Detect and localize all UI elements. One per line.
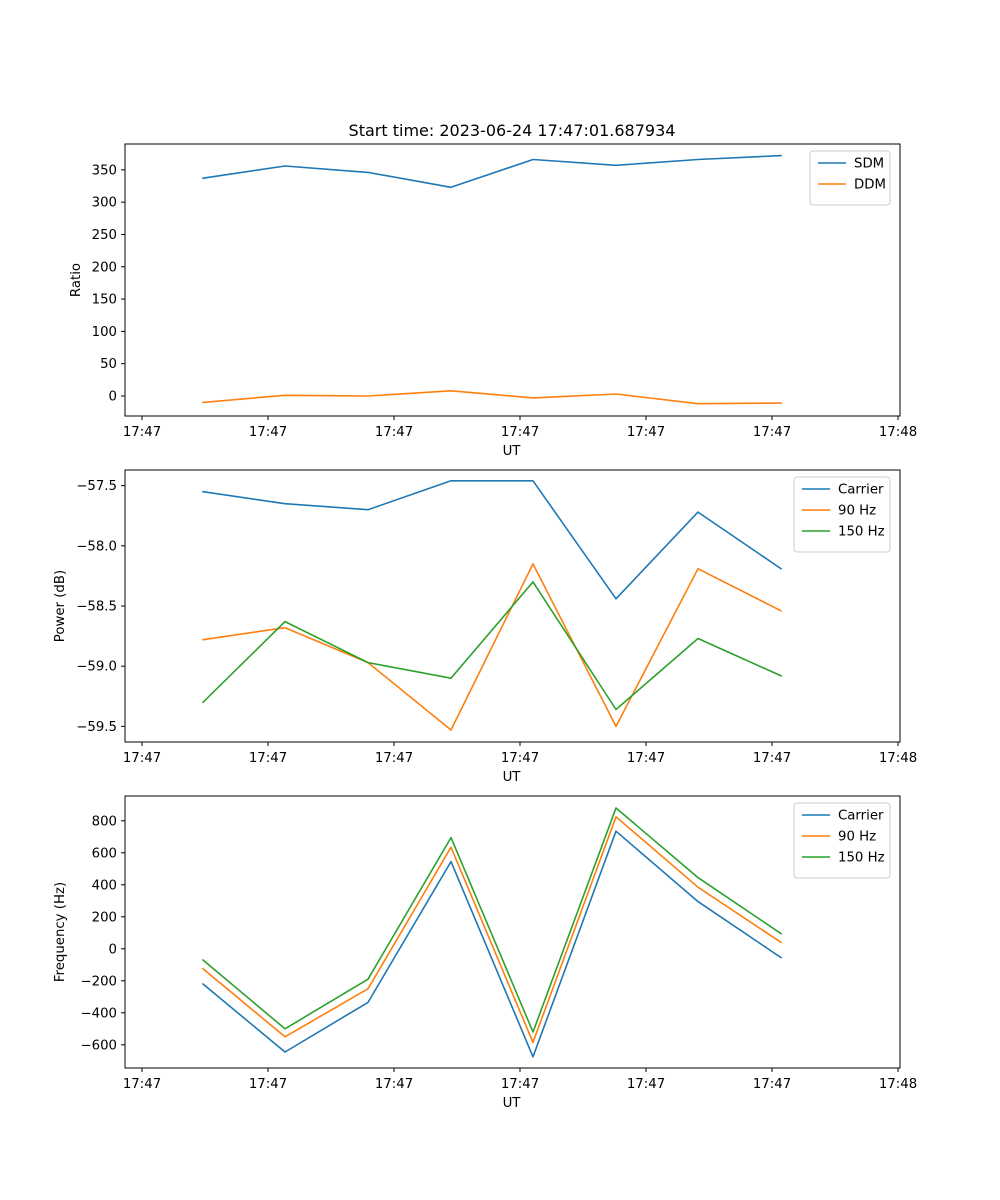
x-axis-label: UT <box>503 444 522 459</box>
legend-entry-label: 90 Hz <box>838 504 876 519</box>
plot-area-frame <box>124 795 901 1069</box>
series-line-150-hz <box>201 581 783 711</box>
x-tick-label: 17:47 <box>627 425 665 440</box>
y-tick-label: 200 <box>92 260 117 275</box>
y-tick-label: 100 <box>92 325 117 340</box>
y-tick-label: 150 <box>92 293 117 308</box>
x-tick-label: 17:48 <box>879 1077 917 1092</box>
y-tick-label: 350 <box>92 163 117 178</box>
x-tick-label: 17:47 <box>627 751 665 766</box>
series-line-carrier <box>201 830 783 1058</box>
figure-title: Start time: 2023-06-24 17:47:01.687934 <box>349 121 676 140</box>
legend-entry-label: Carrier <box>838 809 884 824</box>
x-tick-label: 17:47 <box>249 425 287 440</box>
y-tick-label: 400 <box>92 878 117 893</box>
y-tick-label: −200 <box>80 974 117 989</box>
x-tick-label: 17:47 <box>249 751 287 766</box>
series-line-sdm <box>202 154 782 189</box>
x-tick-label: 17:47 <box>123 1077 161 1092</box>
x-tick-label: 17:47 <box>123 751 161 766</box>
y-tick-label: 50 <box>100 357 117 372</box>
series-line-90-hz <box>201 815 783 1044</box>
series-line-150-hz <box>201 807 783 1033</box>
x-tick-label: 17:47 <box>501 1077 539 1092</box>
y-tick-label: −600 <box>80 1038 117 1053</box>
series-line-90-hz <box>202 563 783 731</box>
y-tick-label: −57.5 <box>76 479 117 494</box>
y-tick-label: 600 <box>92 846 117 861</box>
x-tick-label: 17:47 <box>501 425 539 440</box>
x-tick-label: 17:47 <box>753 425 791 440</box>
chart-panel-3: 17:47 17:47 17:47 17:47 17:47 17:47 17:48 800 60… <box>53 795 917 1111</box>
y-axis-label: Frequency (Hz) <box>53 882 68 982</box>
x-axis-label: UT <box>503 1096 522 1111</box>
y-axis-label: Power (dB) <box>53 570 68 642</box>
x-tick-label: 17:47 <box>753 751 791 766</box>
legend-frame <box>793 476 891 553</box>
legend-entry-label: Carrier <box>838 483 884 498</box>
legend: Carrier 90 Hz 150 Hz <box>793 476 891 553</box>
y-tick-label: −58.5 <box>76 600 117 615</box>
legend-frame <box>793 802 891 879</box>
chart-panels: 17:47 17:47 17:47 17:47 17:47 17:47 17:48 0 50 10… <box>53 143 917 1111</box>
chart-panel-2: 17:47 17:47 17:47 17:47 17:47 17:47 17:48 −57.5… <box>53 469 917 785</box>
series-line-ddm <box>202 389 782 405</box>
y-tick-label: 200 <box>92 910 117 925</box>
y-tick-label: −400 <box>80 1006 117 1021</box>
y-axis-label: Ratio <box>69 263 84 297</box>
x-tick-label: 17:48 <box>879 425 917 440</box>
y-tick-label: −59.5 <box>76 720 117 735</box>
y-tick-label: 0 <box>109 942 117 957</box>
legend-entry-label: 150 Hz <box>838 851 885 866</box>
x-tick-label: 17:48 <box>879 751 917 766</box>
x-axis-label: UT <box>503 770 522 785</box>
legend-frame <box>809 150 891 206</box>
x-tick-label: 17:47 <box>753 1077 791 1092</box>
series-line-carrier <box>202 479 783 600</box>
x-tick-label: 17:47 <box>375 751 413 766</box>
y-tick-label: 0 <box>109 389 117 404</box>
x-tick-label: 17:47 <box>501 751 539 766</box>
legend: Carrier 90 Hz 150 Hz <box>793 802 891 879</box>
legend-entry-label: DDM <box>854 178 886 193</box>
chart-panel-1: 17:47 17:47 17:47 17:47 17:47 17:47 17:48 0 50 10… <box>69 143 917 459</box>
plot-area-frame <box>124 143 901 417</box>
y-tick-label: −58.0 <box>76 539 117 554</box>
legend-entry-label: 150 Hz <box>838 525 885 540</box>
x-tick-label: 17:47 <box>375 425 413 440</box>
x-tick-label: 17:47 <box>627 1077 665 1092</box>
legend: SDM DDM <box>809 150 891 206</box>
legend-entry-label: SDM <box>854 157 884 172</box>
y-tick-label: 250 <box>92 228 117 243</box>
legend-entry-label: 90 Hz <box>838 830 876 845</box>
y-tick-label: −59.0 <box>76 660 117 675</box>
x-tick-label: 17:47 <box>249 1077 287 1092</box>
x-tick-label: 17:47 <box>375 1077 413 1092</box>
y-tick-label: 300 <box>92 196 117 211</box>
y-tick-label: 800 <box>92 814 117 829</box>
x-tick-label: 17:47 <box>123 425 161 440</box>
